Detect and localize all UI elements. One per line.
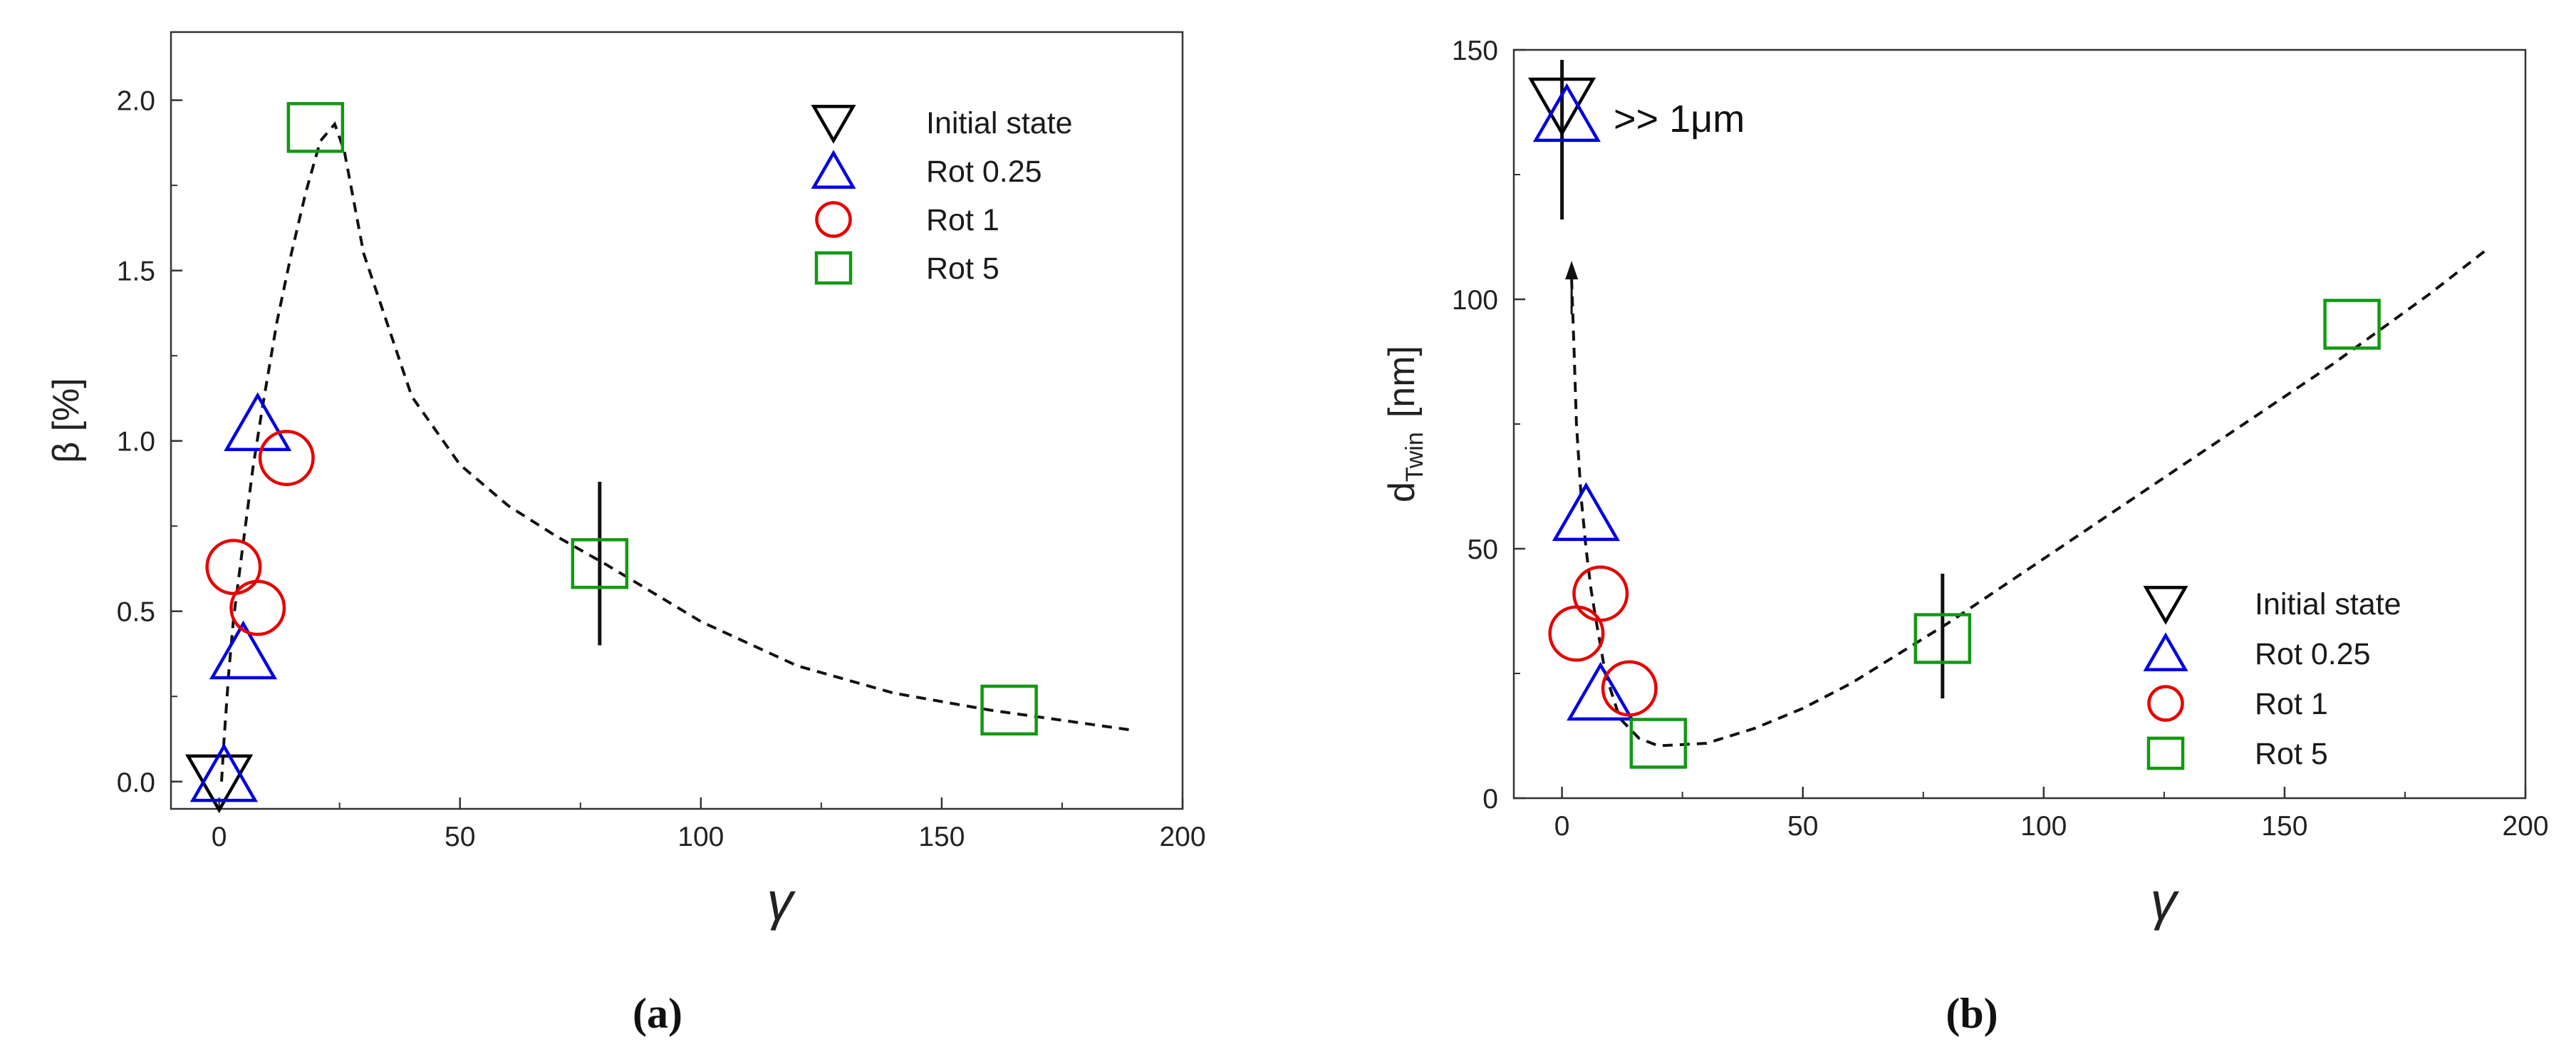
data-point: [286, 102, 345, 153]
legend-label: Rot 1: [2255, 687, 2328, 721]
x-tick-label: 150: [2261, 811, 2307, 842]
panel-label-b: (b): [1946, 990, 1998, 1037]
y-axis-title-b-sub: Twin: [1401, 432, 1428, 482]
legend-marker: [811, 150, 856, 189]
data-point: [209, 620, 278, 680]
data-point: [2323, 299, 2381, 350]
legend-marker: [2147, 685, 2184, 722]
y-axis-title-b-main: d: [1381, 482, 1423, 502]
chart-panel-a: 0 50 100 150 200 0.0 0.5 1.0 1.5 2.0 Initial stat…: [46, 31, 1206, 1037]
legend-marker: [2146, 736, 2185, 770]
y-tick-label: 1.0: [117, 427, 155, 458]
data-point: [1601, 660, 1658, 717]
marker-group-b: [1528, 77, 2381, 769]
legend-label: Rot 1: [926, 203, 999, 237]
data-point: [980, 684, 1038, 736]
y-tick-label: 0.5: [117, 597, 155, 628]
data-point: [258, 430, 315, 487]
x-tick-label: 200: [1159, 822, 1205, 852]
x-tick-label: 50: [1787, 811, 1818, 842]
data-point: [1548, 605, 1605, 662]
x-tick-label: 0: [212, 822, 227, 852]
legend-label: Initial state: [2255, 587, 2401, 621]
plot-frame-b: [1512, 48, 2527, 800]
x-tick-label: 50: [445, 822, 475, 852]
data-point: [1572, 565, 1629, 622]
legend-label: Rot 0.25: [926, 155, 1042, 189]
x-tick-label: 0: [1554, 811, 1570, 842]
legend-label: Rot 5: [926, 252, 999, 286]
x-tick-label: 150: [918, 822, 965, 852]
trend-group-b: [1570, 248, 2488, 748]
chart-panel-b: 0 50 100 150 200 0 50 100 150 Initial state Rot 0…: [1381, 36, 2549, 1037]
plot-frame-a: [170, 31, 1184, 810]
data-point: [205, 539, 262, 596]
errorbar-group-b: [1560, 60, 1945, 698]
data-point: [224, 392, 292, 451]
panel-label-a: (a): [633, 990, 682, 1037]
legend-marker: [815, 201, 852, 238]
legend-label: Initial state: [926, 106, 1073, 140]
y-tick-label: 0.0: [117, 768, 155, 798]
legend-a: Initial state Rot 0.25 Rot 1 Rot 5: [811, 105, 1073, 286]
y-tick-label: 50: [1468, 534, 1498, 565]
x-tick-label: 200: [2502, 811, 2548, 842]
data-point: [571, 538, 629, 589]
x-axis-title-b: γ: [2151, 872, 2180, 931]
legend-marker: [2143, 586, 2188, 625]
legend-marker: [814, 251, 853, 285]
marker-group-a: [185, 102, 1038, 814]
y-tick-label: 150: [1452, 36, 1498, 66]
y-tick-label: 100: [1452, 285, 1498, 316]
legend-b: Initial state Rot 0.25 Rot 1 Rot 5: [2143, 586, 2401, 771]
data-point: [1532, 83, 1601, 143]
x-tick-label: 100: [2020, 811, 2067, 842]
legend-marker: [811, 105, 856, 144]
trend-line: [1570, 248, 2488, 748]
data-point: [1629, 718, 1688, 769]
x-axis-title-a: γ: [767, 872, 796, 931]
data-point: [1552, 482, 1621, 542]
legend-label: Rot 0.25: [2255, 637, 2371, 671]
tick-group-b: 0 50 100 150 200 0 50 100 150: [1452, 36, 2549, 842]
annotation-b: >> 1μm: [1614, 98, 1745, 140]
legend-label: Rot 5: [2255, 737, 2328, 771]
y-axis-title-a: β [%]: [46, 378, 87, 463]
arrow-head: [1565, 261, 1579, 279]
data-point: [229, 579, 286, 636]
y-axis-title-b: dTwin [nm]: [1381, 346, 1428, 502]
y-tick-label: 0: [1482, 784, 1498, 815]
y-tick-label: 1.5: [117, 257, 155, 287]
x-tick-label: 100: [677, 822, 724, 852]
legend-marker: [2143, 632, 2188, 671]
data-point: [1567, 661, 1635, 721]
data-point: [1913, 613, 1972, 664]
y-axis-title-b-unit: [nm]: [1381, 346, 1423, 418]
tick-group-a: 0 50 100 150 200 0.0 0.5 1.0 1.5 2.0: [117, 86, 1206, 852]
y-tick-label: 2.0: [117, 86, 155, 117]
data-point: [189, 743, 258, 802]
